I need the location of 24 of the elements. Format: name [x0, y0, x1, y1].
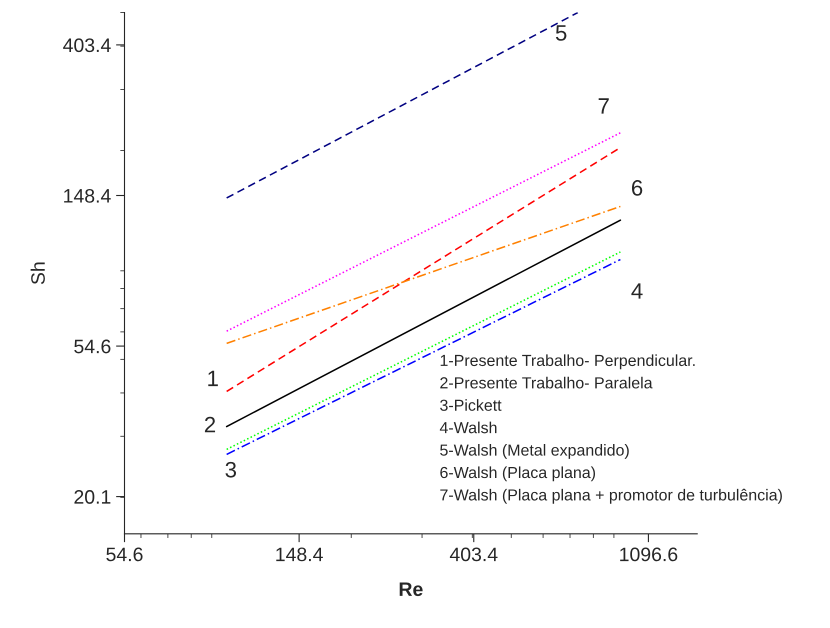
y-tick-label: 148.4: [64, 188, 111, 203]
annotation: 3: [225, 462, 236, 478]
x-tick-label: 54.6: [106, 548, 143, 562]
x-axis-title: Re: [400, 582, 423, 596]
annotation: 6-Walsh (Placa plana): [440, 466, 596, 482]
y-tick-label: 54.6: [74, 340, 110, 354]
annotation: 3-Pickett: [440, 399, 502, 411]
annotation: 4-Walsh: [440, 422, 496, 434]
annotation: 5-Walsh (Metal expandido): [440, 444, 629, 459]
annotation: 1: [208, 370, 218, 386]
y-axis-title: Sh: [30, 262, 45, 284]
annotation: 2: [204, 416, 216, 432]
y-tick-label: 20.1: [74, 490, 110, 504]
annotation: 7: [598, 98, 609, 114]
annotation: 1-Presente Trabalho- Perpendicular.: [440, 354, 695, 370]
annotation: 4: [631, 283, 643, 299]
y-tick-label: 403.4: [63, 38, 111, 52]
annotation: 5: [556, 25, 566, 41]
x-tick-label: 148.4: [276, 548, 323, 562]
x-tick-label: 1096.6: [620, 548, 678, 562]
x-tick-label: 403.4: [450, 548, 498, 562]
annotation: 2-Presente Trabalho- Paralela: [440, 376, 653, 388]
annotation: 6: [632, 180, 642, 196]
annotation: 7-Walsh (Placa plana + promotor de turbulência): [440, 488, 782, 504]
